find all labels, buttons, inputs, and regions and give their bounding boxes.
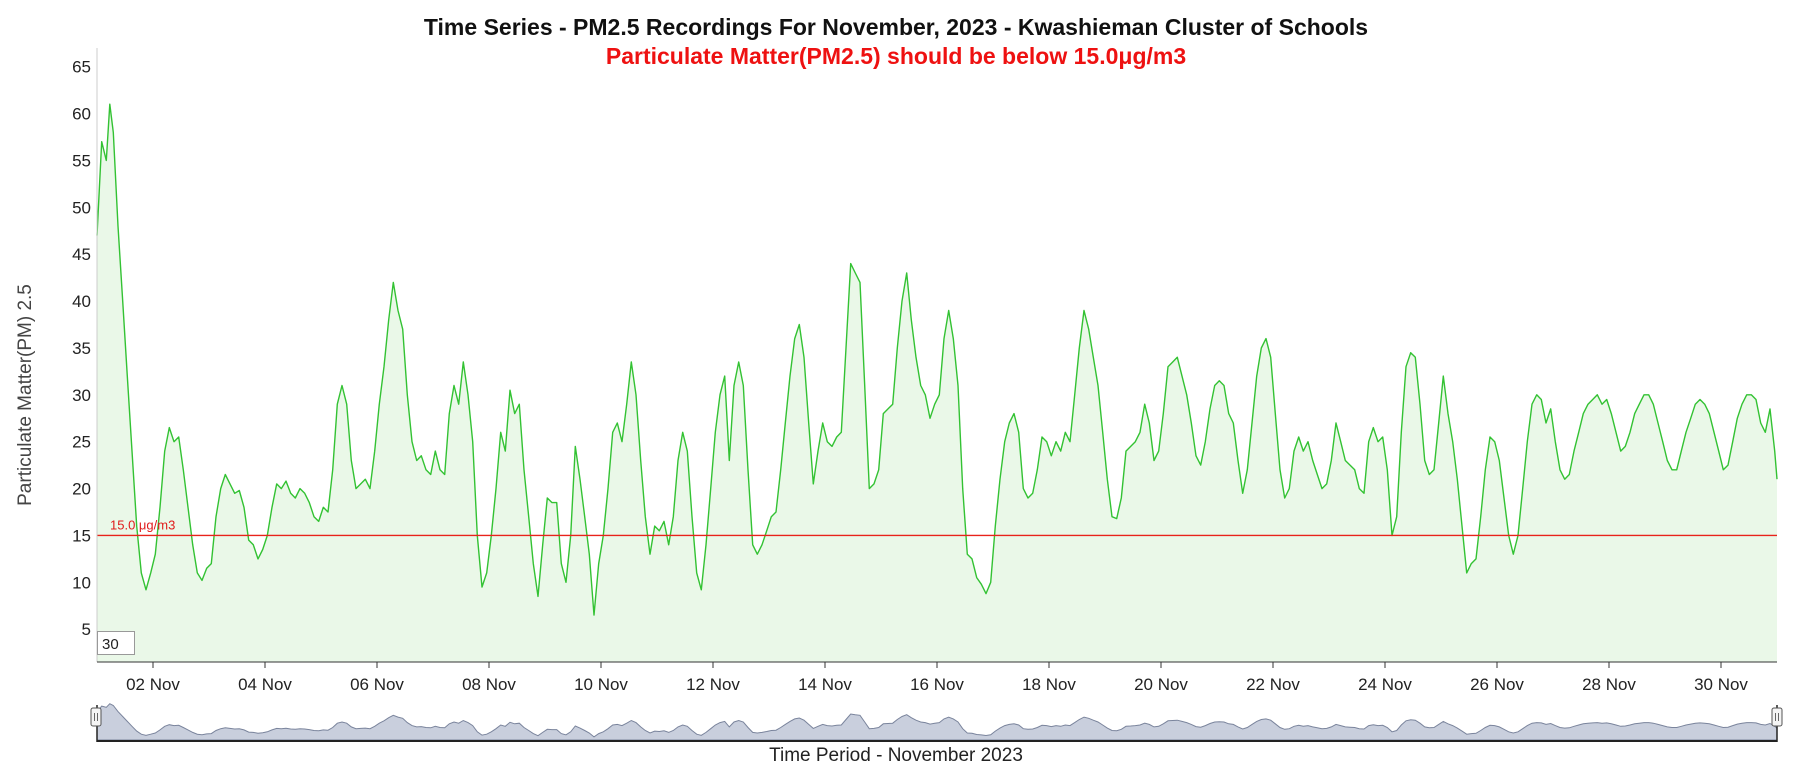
x-tick-label: 06 Nov [350,675,404,694]
y-tick-label: 10 [72,573,91,592]
x-tick-label: 30 Nov [1694,675,1748,694]
x-tick-label: 12 Nov [686,675,740,694]
y-tick-label: 55 [72,151,91,170]
range-navigator[interactable] [90,703,1783,742]
x-axis-ticks: 02 Nov 04 Nov 06 Nov 08 Nov 10 Nov 12 Nov 14 N… [126,662,1748,694]
x-tick-label: 24 Nov [1358,675,1412,694]
y-tick-label: 65 [72,58,91,77]
series-line [96,103,1778,616]
x-tick-label: 10 Nov [574,675,628,694]
grip-handle-icon[interactable] [1771,707,1783,727]
y-tick-label: 20 [72,480,91,499]
y-tick-label: 30 [72,386,91,405]
x-tick-label: 16 Nov [910,675,964,694]
y-tick-label: 15 [72,526,91,545]
x-tick-label: 20 Nov [1134,675,1188,694]
series-area-fill [97,104,1777,662]
y-tick-label: 25 [72,433,91,452]
y-tick-label: 50 [72,198,91,217]
x-axis-label: Time Period - November 2023 [769,745,1023,766]
x-tick-label: 04 Nov [238,675,292,694]
x-tick-label: 08 Nov [462,675,516,694]
y-tick-label: 5 [82,620,91,639]
x-tick-label: 02 Nov [126,675,180,694]
x-tick-label: 14 Nov [798,675,852,694]
y-tick-label: 60 [72,105,91,124]
y-axis-label: Particulate Matter(PM) 2.5 [15,284,36,506]
y-axis-ticks: 5 10 15 20 25 30 35 40 45 50 55 60 65 [72,58,91,639]
threshold-label: 15.0 μg/m3 [110,517,175,532]
plot-area[interactable]: 15.0 μg/m3 [96,103,1778,662]
overview-area [96,703,1778,741]
rolling-period-input[interactable] [97,631,135,655]
y-tick-label: 40 [72,292,91,311]
chart-title: Time Series - PM2.5 Recordings For Novem… [424,14,1368,40]
grip-handle-icon[interactable] [90,707,102,727]
x-tick-label: 18 Nov [1022,675,1076,694]
y-tick-label: 45 [72,245,91,264]
x-tick-label: 26 Nov [1470,675,1524,694]
x-tick-label: 22 Nov [1246,675,1300,694]
x-tick-label: 28 Nov [1582,675,1636,694]
chart-subtitle: Particulate Matter(PM2.5) should be belo… [606,43,1186,69]
y-tick-label: 35 [72,339,91,358]
